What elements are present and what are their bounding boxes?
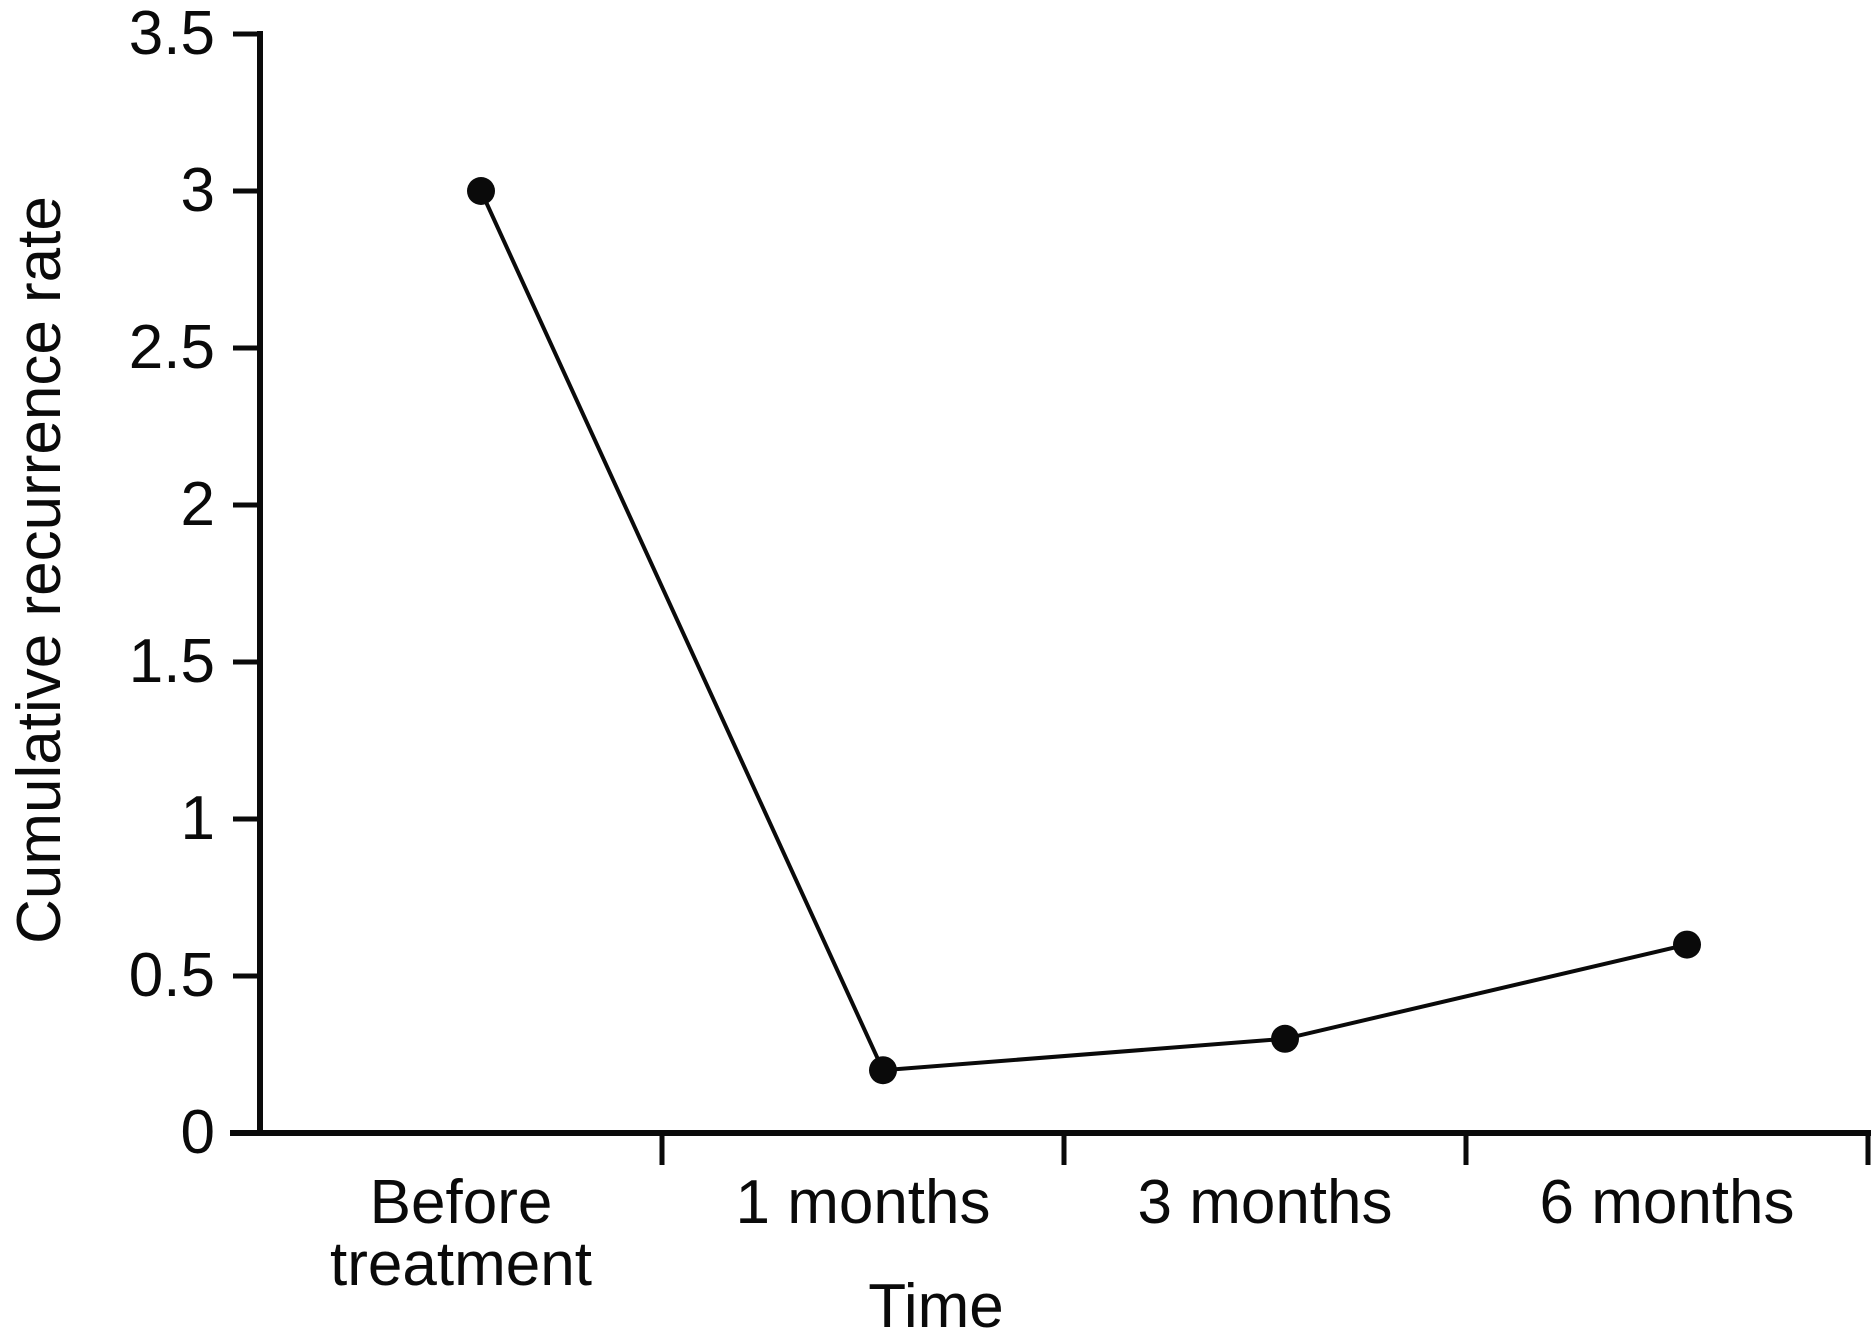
y-tick-label: 1 bbox=[180, 784, 215, 853]
x-tick-label: 6 months bbox=[1539, 1168, 1795, 1237]
y-tick-label: 3.5 bbox=[128, 0, 215, 68]
y-tick-label: 1.5 bbox=[128, 627, 215, 696]
y-tick-label: 2 bbox=[180, 470, 215, 539]
y-tick-label: 3 bbox=[180, 156, 215, 225]
x-tick-label: 1 months bbox=[735, 1168, 991, 1237]
data-point bbox=[1271, 1024, 1299, 1053]
x-tick-label: Before treatment bbox=[330, 1168, 592, 1299]
data-point bbox=[869, 1056, 897, 1085]
y-tick-label: 2.5 bbox=[128, 313, 215, 382]
axis-lines bbox=[230, 31, 1871, 1136]
data-point bbox=[467, 177, 495, 205]
x-tick-label: 3 months bbox=[1137, 1168, 1393, 1237]
data-line bbox=[479, 190, 1688, 1073]
y-tick-label: 0 bbox=[180, 1098, 215, 1167]
x-axis-title: Time bbox=[868, 1272, 1004, 1341]
y-tick-label: 0.5 bbox=[128, 941, 215, 1010]
data-point bbox=[1673, 930, 1701, 959]
